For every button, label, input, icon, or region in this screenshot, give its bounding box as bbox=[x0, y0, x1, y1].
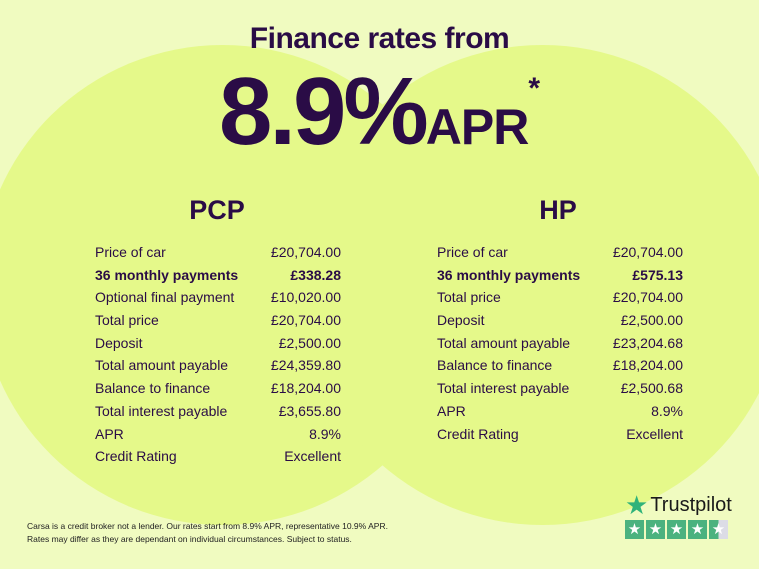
row-value: 8.9% bbox=[651, 402, 683, 419]
row-value: £23,204.68 bbox=[612, 334, 683, 351]
pcp-row: Total amount payable £24,359.80 bbox=[95, 354, 341, 377]
trustpilot-rating: ★ ★ ★ ★ ★ bbox=[625, 520, 732, 539]
pcp-row: APR 8.9% bbox=[95, 423, 341, 446]
pcp-title: PCP bbox=[189, 195, 245, 225]
rating-star-icon: ★ bbox=[646, 520, 665, 539]
hp-title: HP bbox=[539, 195, 577, 225]
row-value: £20,704.00 bbox=[612, 289, 683, 306]
row-label: Balance to finance bbox=[95, 380, 211, 397]
row-label: Total interest payable bbox=[95, 402, 228, 419]
trustpilot-logo: ★ Trustpilot bbox=[625, 492, 732, 518]
row-label: Credit Rating bbox=[437, 425, 519, 442]
pcp-row: Credit Rating Excellent bbox=[95, 445, 341, 468]
row-value: Excellent bbox=[284, 448, 341, 465]
hp-row: Total interest payable £2,500.68 bbox=[437, 377, 683, 400]
row-label: Balance to finance bbox=[437, 357, 553, 374]
row-value: £2,500.68 bbox=[620, 380, 683, 397]
pcp-row: Total interest payable £3,655.80 bbox=[95, 400, 341, 423]
hp-row: Deposit £2,500.00 bbox=[437, 309, 683, 332]
row-label: Total amount payable bbox=[437, 334, 571, 351]
row-value: £2,500.00 bbox=[620, 312, 683, 329]
hp-row: Total amount payable £23,204.68 bbox=[437, 332, 683, 355]
row-label: 36 monthly payments bbox=[95, 266, 239, 283]
rate-display: 8.9%APR* bbox=[0, 62, 759, 162]
row-value: £18,204.00 bbox=[612, 357, 683, 374]
row-value: £575.13 bbox=[632, 266, 683, 283]
hp-row: APR 8.9% bbox=[437, 400, 683, 423]
apr-label: APR bbox=[425, 99, 530, 155]
rating-star-icon: ★ bbox=[625, 520, 644, 539]
rating-star-icon: ★ bbox=[709, 520, 728, 539]
row-value: £24,359.80 bbox=[270, 357, 341, 374]
row-label: Total price bbox=[95, 312, 159, 329]
row-label: Price of car bbox=[437, 244, 508, 260]
hp-row: Total price £20,704.00 bbox=[437, 286, 683, 309]
hp-panel: HP Price of car £20,704.00 36 monthly paym… bbox=[437, 195, 683, 445]
row-label: Deposit bbox=[95, 334, 143, 351]
row-label: Total price bbox=[437, 289, 501, 306]
disclaimer-line-1: Carsa is a credit broker not a lender. O… bbox=[27, 521, 388, 531]
headline: Finance rates from bbox=[249, 22, 510, 55]
pcp-row: Balance to finance £18,204.00 bbox=[95, 377, 341, 400]
hp-row: Price of car £20,704.00 bbox=[437, 241, 683, 264]
row-value: £338.28 bbox=[290, 266, 341, 283]
trustpilot-badge[interactable]: ★ Trustpilot ★ ★ ★ ★ ★ bbox=[625, 492, 732, 539]
row-value: £10,020.00 bbox=[270, 289, 341, 306]
row-label: APR bbox=[95, 425, 124, 442]
pcp-row: 36 monthly payments £338.28 bbox=[95, 264, 341, 287]
pcp-row: Total price £20,704.00 bbox=[95, 309, 341, 332]
row-label: Price of car bbox=[95, 244, 166, 260]
row-value: 8.9% bbox=[309, 425, 341, 442]
row-label: Total interest payable bbox=[437, 380, 570, 397]
pcp-row: Deposit £2,500.00 bbox=[95, 332, 341, 355]
row-label: Deposit bbox=[437, 312, 485, 329]
disclaimer-line-2: Rates may differ as they are dependant o… bbox=[27, 534, 352, 544]
row-value: Excellent bbox=[626, 425, 683, 442]
row-label: Total amount payable bbox=[95, 357, 229, 374]
rating-star-icon: ★ bbox=[667, 520, 686, 539]
hp-row: Credit Rating Excellent bbox=[437, 423, 683, 446]
hp-row: Balance to finance £18,204.00 bbox=[437, 354, 683, 377]
row-label: 36 monthly payments bbox=[437, 266, 581, 283]
row-label: Credit Rating bbox=[95, 448, 177, 465]
rate-value: 8.9% bbox=[218, 58, 429, 165]
trustpilot-name: Trustpilot bbox=[650, 493, 732, 516]
hp-row: 36 monthly payments £575.13 bbox=[437, 264, 683, 287]
star-icon: ★ bbox=[625, 490, 649, 520]
disclaimer: Carsa is a credit broker not a lender. O… bbox=[27, 520, 388, 546]
row-label: Optional final payment bbox=[95, 289, 235, 306]
row-value: £20,704.00 bbox=[270, 312, 341, 329]
row-value: £2,500.00 bbox=[278, 334, 341, 351]
pcp-panel: PCP Price of car £20,704.00 36 monthly pay… bbox=[95, 195, 341, 468]
asterisk: * bbox=[528, 72, 541, 105]
row-value: £3,655.80 bbox=[278, 402, 341, 419]
row-value: £18,204.00 bbox=[270, 380, 341, 397]
pcp-row: Optional final payment £10,020.00 bbox=[95, 286, 341, 309]
row-value: £20,704.00 bbox=[612, 244, 683, 260]
background-circle-right bbox=[300, 45, 759, 525]
rating-star-icon: ★ bbox=[688, 520, 707, 539]
pcp-row: Price of car £20,704.00 bbox=[95, 241, 341, 264]
row-label: APR bbox=[437, 402, 466, 419]
row-value: £20,704.00 bbox=[270, 244, 341, 260]
